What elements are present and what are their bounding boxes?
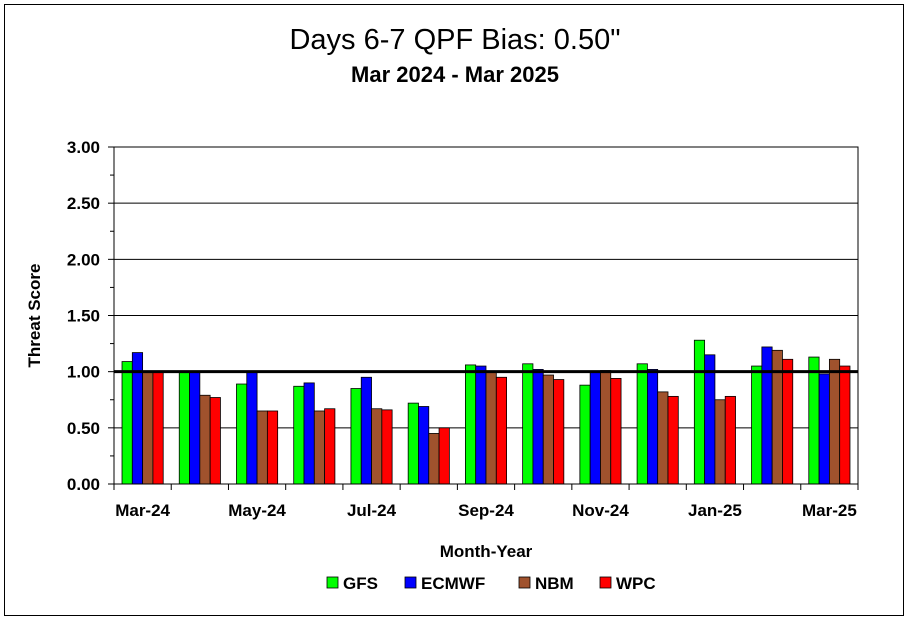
y-tick-label: 1.50 <box>67 307 100 326</box>
bar-gfs-may-24 <box>236 383 248 485</box>
chart-subtitle: Mar 2024 - Mar 2025 <box>351 62 559 87</box>
bar-ecmwf-dec-24 <box>646 369 659 485</box>
bar-ecmwf-aug-24 <box>418 406 430 485</box>
x-tick-label: Jul-24 <box>347 501 397 520</box>
y-axis: 0.00 0.50 1.00 1.50 2.00 2.50 3.00 <box>67 138 114 494</box>
bar-wpc-mar-24 <box>152 371 164 485</box>
legend-label-wpc: WPC <box>616 574 656 593</box>
bar-nbm-mar-24 <box>142 371 154 485</box>
bar-nbm-nov-24 <box>600 370 612 485</box>
bar-nbm-jul-24 <box>371 408 383 485</box>
chart-frame <box>4 4 904 616</box>
bar-wpc-jan-25 <box>724 395 736 485</box>
bar-ecmwf-jun-24 <box>303 382 315 485</box>
bar-nbm-jun-24 <box>313 410 326 485</box>
legend-label-gfs: GFS <box>343 574 378 593</box>
y-tick-label: 1.00 <box>67 363 100 382</box>
x-tick-label: May-24 <box>228 501 286 520</box>
bar-gfs-apr-24 <box>178 371 190 485</box>
bar-nbm-oct-24 <box>542 374 554 485</box>
legend-label-ecmwf: ECMWF <box>421 574 485 593</box>
bar-gfs-oct-24 <box>522 363 534 485</box>
bar-gfs-aug-24 <box>407 402 419 485</box>
x-tick-label: Mar-25 <box>802 501 857 520</box>
y-tick-label: 3.00 <box>67 138 100 157</box>
bar-nbm-aug-24 <box>428 433 440 485</box>
bar-gfs-jan-25 <box>693 339 706 485</box>
bar-gfs-dec-24 <box>636 363 648 485</box>
bar-nbm-dec-24 <box>657 391 669 485</box>
bar-gfs-mar-24 <box>121 361 133 485</box>
chart-title: Days 6-7 QPF Bias: 0.50" <box>289 24 621 56</box>
bar-nbm-may-24 <box>256 410 268 485</box>
y-tick-label: 2.50 <box>67 194 100 213</box>
legend-swatch-gfs <box>326 576 339 589</box>
x-axis: Mar-24 May-24 Jul-24 Sep-24 Nov-24 Jan-25 Mar-… <box>113 484 859 520</box>
bar-nbm-apr-24 <box>199 394 211 485</box>
bar-gfs-nov-24 <box>579 384 591 485</box>
legend-swatch-wpc <box>599 576 612 589</box>
bar-gfs-sep-24 <box>464 364 477 485</box>
bar-wpc-jun-24 <box>324 408 336 485</box>
x-axis-label: Month-Year <box>440 542 533 561</box>
bar-ecmwf-apr-24 <box>189 371 201 485</box>
bar-wpc-dec-24 <box>667 395 679 485</box>
bar-nbm-sep-24 <box>485 371 497 485</box>
bar-gfs-jun-24 <box>293 385 305 485</box>
bar-wpc-jul-24 <box>381 409 393 485</box>
bar-ecmwf-may-24 <box>246 371 258 485</box>
legend-swatch-ecmwf <box>404 576 417 589</box>
y-axis-label: Threat Score <box>25 264 44 368</box>
bar-gfs-jul-24 <box>350 388 362 485</box>
x-tick-label: Mar-24 <box>115 501 170 520</box>
bar-wpc-mar-25 <box>839 365 851 485</box>
bar-wpc-apr-24 <box>209 397 221 485</box>
y-tick-label: 2.00 <box>67 250 100 269</box>
bar-wpc-may-24 <box>266 410 279 485</box>
bar-wpc-feb-25 <box>782 358 794 485</box>
bar-ecmwf-feb-25 <box>761 346 773 485</box>
bar-ecmwf-nov-24 <box>589 371 601 485</box>
bar-gfs-feb-25 <box>751 365 763 485</box>
legend: GFS ECMWF NBM WPC <box>326 574 656 593</box>
bar-ecmwf-oct-24 <box>532 369 544 485</box>
bar-wpc-aug-24 <box>438 427 450 485</box>
y-tick-label: 0.50 <box>67 419 100 438</box>
bar-ecmwf-jan-25 <box>704 354 716 485</box>
y-tick-label: 0.00 <box>67 475 100 494</box>
bar-ecmwf-mar-25 <box>818 373 830 485</box>
x-tick-label: Sep-24 <box>458 501 514 520</box>
bar-gfs-mar-25 <box>808 356 820 485</box>
bar-nbm-jan-25 <box>714 399 726 485</box>
bar-wpc-oct-24 <box>553 379 565 485</box>
x-tick-label: Jan-25 <box>688 501 742 520</box>
bar-wpc-nov-24 <box>610 378 622 485</box>
bar-ecmwf-sep-24 <box>475 365 487 485</box>
bar-ecmwf-jul-24 <box>360 376 372 485</box>
legend-swatch-nbm <box>518 576 531 589</box>
bar-wpc-sep-24 <box>495 376 507 485</box>
x-tick-label: Nov-24 <box>572 501 629 520</box>
bar-nbm-mar-25 <box>828 358 841 485</box>
legend-label-nbm: NBM <box>535 574 574 593</box>
bars <box>121 339 851 485</box>
